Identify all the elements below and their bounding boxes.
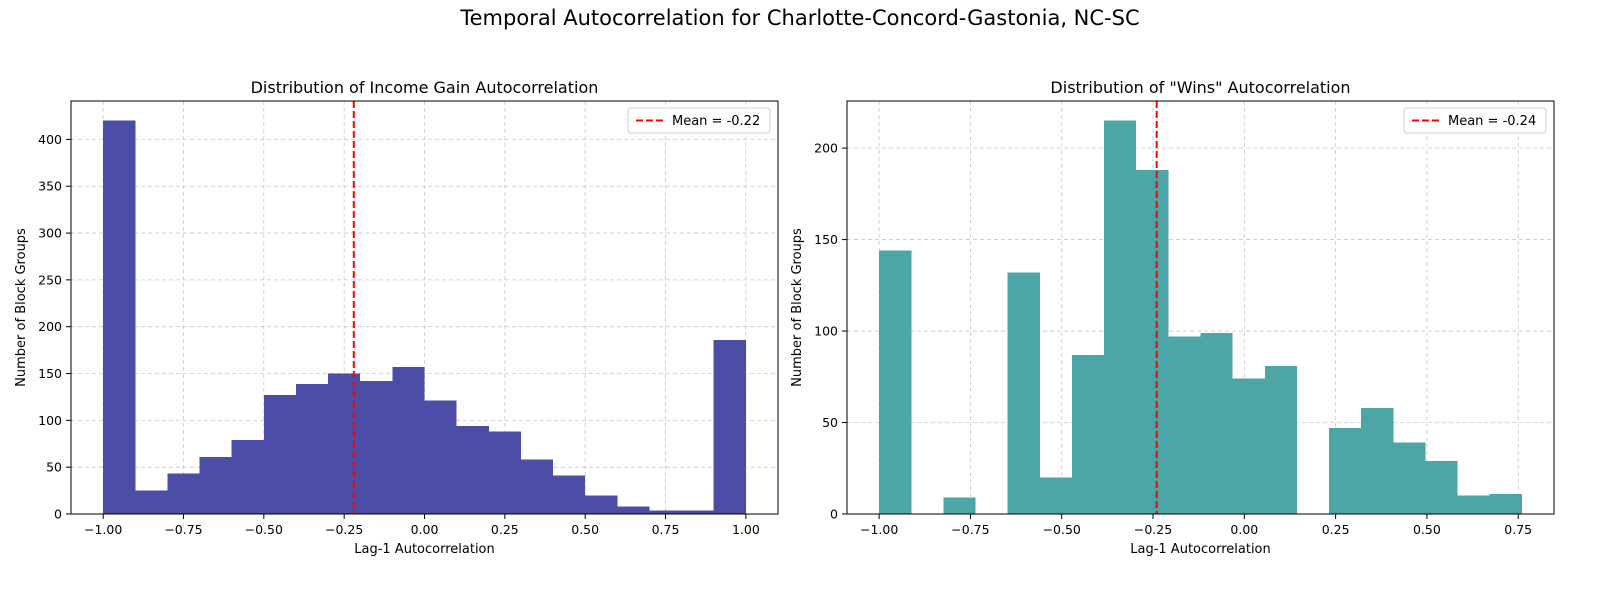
legend: Mean = -0.22 (627, 107, 771, 134)
legend-box (1403, 107, 1547, 134)
x-tick-label: 0.50 (571, 522, 599, 537)
histogram-bar (328, 373, 361, 514)
x-tick-label: −0.25 (1134, 522, 1172, 537)
histogram-bar (231, 440, 264, 514)
y-tick-label: 50 (46, 460, 62, 475)
x-tick-label: 0.50 (1413, 522, 1441, 537)
histogram-bar (295, 383, 329, 514)
x-tick-label: −0.75 (164, 522, 202, 537)
histogram-bar (1200, 332, 1233, 514)
bars (879, 120, 1522, 515)
y-tick-label: 400 (38, 132, 62, 147)
y-tick-label: 100 (814, 324, 838, 339)
histogram-bar (553, 475, 586, 514)
y-tick-label: 200 (38, 319, 62, 334)
histogram-bar (1136, 170, 1169, 514)
histogram-bar (649, 510, 682, 514)
histogram-bar (392, 366, 425, 514)
histogram-bar (456, 425, 489, 514)
histogram-bar (424, 400, 457, 514)
bars (103, 120, 746, 515)
y-tick-label: 200 (814, 141, 838, 156)
x-tick-label: 1.00 (732, 522, 760, 537)
histogram-bar (1425, 460, 1458, 514)
histogram-bar (585, 495, 618, 514)
x-tick-label: −0.25 (325, 522, 363, 537)
histogram-bar (263, 395, 296, 514)
histogram-bar (1264, 365, 1297, 514)
x-tick-label: 0.00 (411, 522, 439, 537)
histogram-bar (167, 473, 200, 514)
x-axis-label: Lag-1 Autocorrelation (354, 542, 495, 557)
chart-panel-1: −1.00 −0.75 −0.50 −0.25 0.00 0.25 0.50 0.75 1.00… (14, 78, 779, 557)
histogram-bar (1104, 120, 1137, 515)
y-tick-label: 150 (38, 366, 62, 381)
histogram-bar (520, 459, 554, 514)
histogram-bar (103, 120, 136, 515)
histogram-bar (681, 510, 714, 514)
histogram-bar (488, 431, 521, 514)
histogram-bar (1071, 354, 1105, 514)
histogram-bar (1457, 495, 1490, 514)
histogram-bar (1232, 378, 1265, 514)
legend-box (627, 107, 771, 134)
y-tick-label: 350 (38, 179, 62, 194)
y-tick-label: 150 (814, 232, 838, 247)
x-tick-label: −0.50 (245, 522, 283, 537)
x-tick-label: −1.00 (84, 522, 122, 537)
x-tick-label: −0.75 (951, 522, 989, 537)
y-tick-label: 100 (38, 413, 62, 428)
histogram-bar (1329, 428, 1362, 514)
x-tick-label: 0.00 (1230, 522, 1258, 537)
axes-frame (846, 100, 1555, 515)
y-tick-label: 300 (38, 226, 62, 241)
histogram-bar (1393, 442, 1426, 514)
histogram-bar (943, 497, 976, 514)
chart-panel-2: −1.00 −0.75 −0.50 −0.25 0.00 0.25 0.50 0.75 0 50 1… (790, 78, 1555, 557)
x-tick-label: 0.25 (491, 522, 519, 537)
y-tick-label: 0 (54, 507, 62, 522)
histogram-bar (1489, 493, 1522, 514)
histogram-bar (360, 381, 393, 514)
y-axis-label: Number of Block Groups (790, 228, 805, 387)
x-tick-label: −1.00 (860, 522, 898, 537)
histogram-bar (879, 250, 912, 514)
histogram-bar (1039, 477, 1072, 514)
histogram-bar (135, 490, 168, 514)
chart-title: Distribution of "Wins" Autocorrelation (1050, 78, 1350, 97)
x-axis-label: Lag-1 Autocorrelation (1130, 542, 1271, 557)
y-tick-label: 0 (830, 507, 838, 522)
histogram-bar (1168, 336, 1201, 514)
y-tick-label: 50 (822, 415, 838, 430)
histogram-bar (1007, 272, 1040, 514)
x-tick-label: 0.75 (1504, 522, 1532, 537)
chart-title: Distribution of Income Gain Autocorrelat… (251, 78, 599, 97)
y-tick-label: 250 (38, 272, 62, 287)
y-axis-label: Number of Block Groups (14, 228, 29, 387)
histogram-bar (713, 339, 746, 514)
histogram-bar (199, 456, 232, 514)
legend-label: Mean = -0.24 (1448, 114, 1536, 129)
figure-title: Temporal Autocorrelation for Charlotte-C… (460, 6, 1140, 30)
histogram-bar (617, 506, 650, 514)
x-tick-label: −0.50 (1043, 522, 1081, 537)
x-tick-label: 0.25 (1322, 522, 1350, 537)
x-tick-label: 0.75 (652, 522, 680, 537)
histogram-bar (1361, 407, 1394, 514)
legend-label: Mean = -0.22 (672, 114, 760, 129)
legend: Mean = -0.24 (1403, 107, 1547, 134)
